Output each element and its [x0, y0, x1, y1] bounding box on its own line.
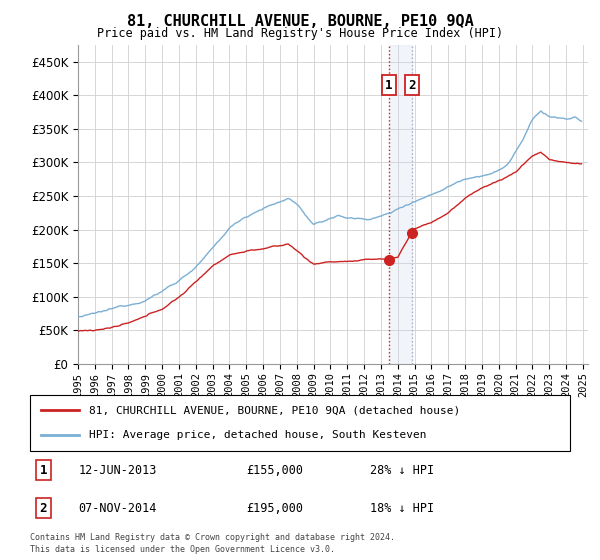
Bar: [389, 45, 412, 364]
Text: 18% ↓ HPI: 18% ↓ HPI: [370, 502, 434, 515]
Text: HPI: Average price, detached house, South Kesteven: HPI: Average price, detached house, Sout…: [89, 430, 427, 440]
Text: 2: 2: [408, 78, 416, 92]
Text: 28% ↓ HPI: 28% ↓ HPI: [370, 464, 434, 477]
Text: 12-JUN-2013: 12-JUN-2013: [79, 464, 157, 477]
Text: This data is licensed under the Open Government Licence v3.0.: This data is licensed under the Open Gov…: [30, 545, 335, 554]
Text: 2: 2: [40, 502, 47, 515]
Text: 81, CHURCHILL AVENUE, BOURNE, PE10 9QA: 81, CHURCHILL AVENUE, BOURNE, PE10 9QA: [127, 14, 473, 29]
Text: 07-NOV-2014: 07-NOV-2014: [79, 502, 157, 515]
Text: Contains HM Land Registry data © Crown copyright and database right 2024.: Contains HM Land Registry data © Crown c…: [30, 533, 395, 542]
Text: 1: 1: [40, 464, 47, 477]
Text: Price paid vs. HM Land Registry's House Price Index (HPI): Price paid vs. HM Land Registry's House …: [97, 27, 503, 40]
Text: £195,000: £195,000: [246, 502, 303, 515]
FancyBboxPatch shape: [30, 395, 570, 451]
Text: 1: 1: [385, 78, 392, 92]
Text: £155,000: £155,000: [246, 464, 303, 477]
Text: 81, CHURCHILL AVENUE, BOURNE, PE10 9QA (detached house): 81, CHURCHILL AVENUE, BOURNE, PE10 9QA (…: [89, 405, 461, 416]
